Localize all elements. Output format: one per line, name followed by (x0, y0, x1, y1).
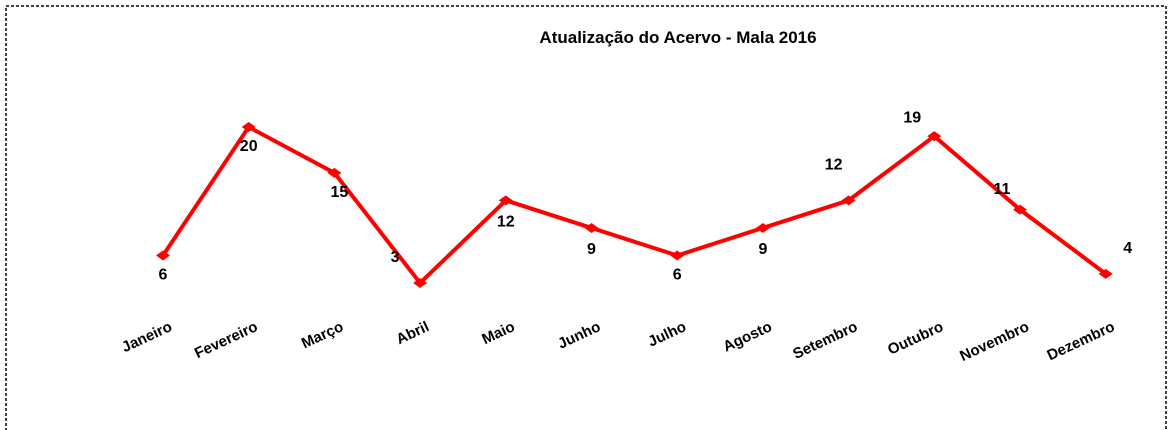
marker (670, 250, 685, 261)
data-label: 15 (331, 184, 349, 201)
marker (755, 222, 770, 233)
marker (498, 195, 513, 206)
line (161, 125, 1107, 285)
data-label: 9 (587, 241, 596, 258)
marker (927, 131, 942, 142)
marker (413, 278, 428, 288)
data-label: 19 (903, 109, 921, 126)
x-tick-label: Agosto (721, 318, 775, 355)
marker (584, 222, 599, 233)
data-label: 20 (240, 138, 258, 155)
data-label: 3 (391, 249, 400, 266)
marker (841, 195, 856, 206)
x-tick-label: Abril (394, 318, 432, 348)
frame (5, 5, 1167, 430)
x-tick-label: Maio (479, 318, 517, 348)
x-tick-label: Julho (645, 318, 688, 350)
x-tick-label: Março (299, 318, 346, 352)
data-label: 9 (758, 241, 767, 258)
marker (327, 167, 342, 178)
data-label: 12 (497, 214, 515, 231)
marker (1013, 204, 1027, 215)
data-label: 12 (825, 157, 843, 174)
marker (1098, 268, 1113, 279)
x-tick-label: Junho (555, 318, 603, 352)
data-label: 11 (994, 181, 1011, 198)
marker (156, 250, 170, 261)
x-tick-label: Setembro (790, 318, 860, 363)
x-tick-label: Outubro (885, 318, 946, 358)
data-label: 6 (673, 267, 682, 284)
marker (241, 122, 256, 132)
x-tick-label: Dezembro (1044, 318, 1117, 364)
x-tick-label: Novembro (957, 318, 1031, 365)
x-tick-label: Janeiro (119, 318, 175, 356)
data-label: 6 (159, 267, 168, 284)
chart-title: Atualização do Acervo - Mala 2016 (539, 28, 816, 47)
data-label: 4 (1123, 240, 1132, 257)
x-tick-label: Fevereiro (192, 318, 260, 362)
